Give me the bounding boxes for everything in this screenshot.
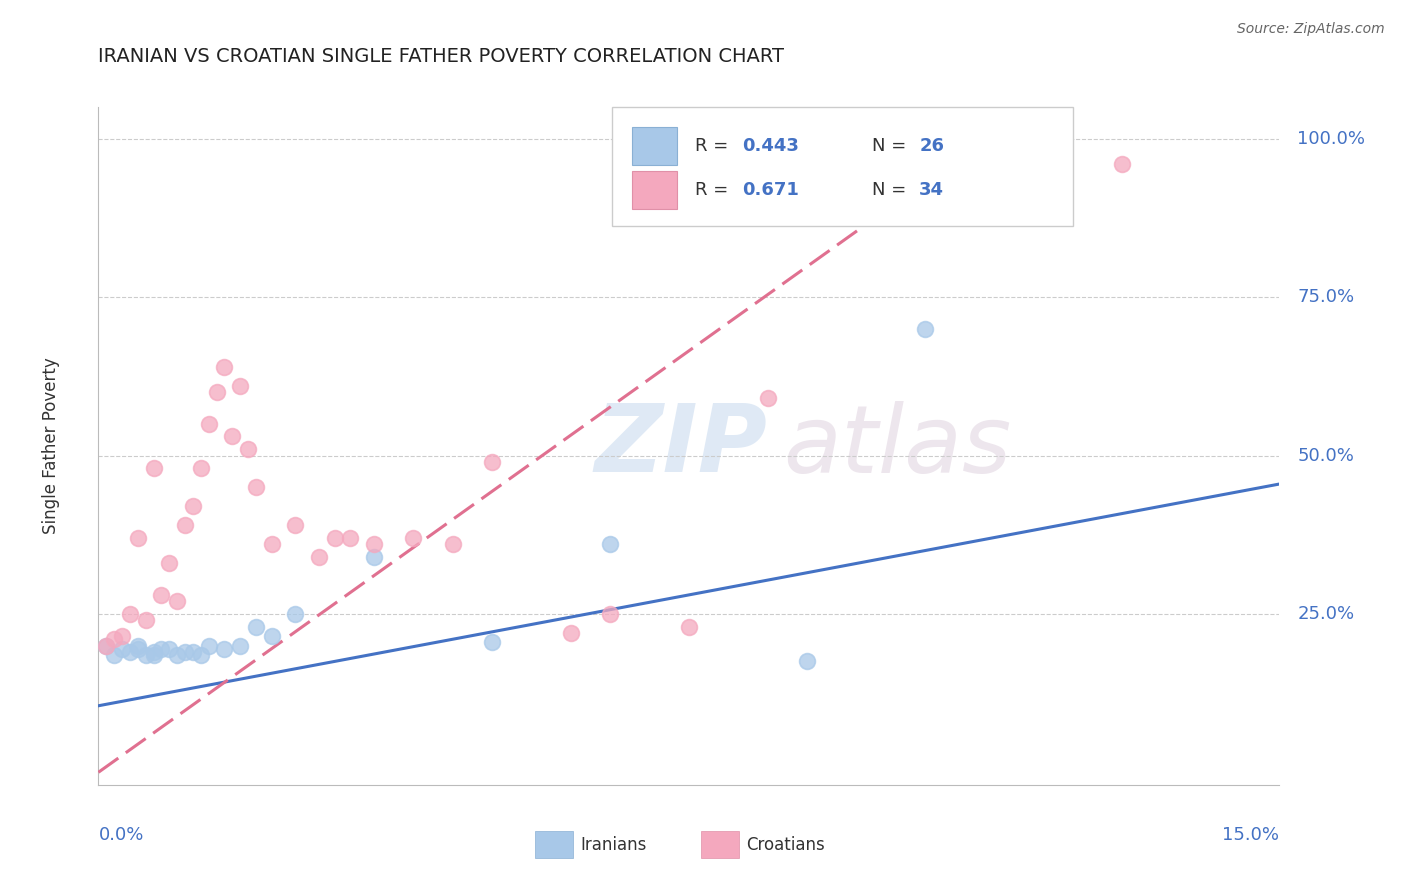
Text: N =: N = (872, 181, 912, 199)
Point (157, 641, 180, 656)
Text: 75.0%: 75.0% (1298, 288, 1354, 306)
Point (363, 549, 385, 564)
Text: 100.0%: 100.0% (1298, 129, 1365, 148)
Point (197, 639, 219, 653)
Text: R =: R = (695, 136, 734, 154)
Point (127, 639, 149, 653)
Point (174, 645, 197, 659)
Point (560, 626, 582, 640)
Point (441, 537, 464, 551)
FancyBboxPatch shape (536, 831, 574, 858)
Text: Iranians: Iranians (581, 836, 647, 854)
Point (214, 641, 236, 656)
Point (111, 629, 134, 643)
Point (142, 461, 165, 475)
Text: 50.0%: 50.0% (1298, 447, 1354, 465)
Point (236, 442, 259, 457)
Point (339, 531, 361, 545)
Text: 0.0%: 0.0% (98, 826, 143, 844)
Point (166, 594, 188, 608)
Point (197, 417, 219, 431)
Text: R =: R = (695, 181, 734, 199)
Point (103, 632, 125, 647)
Point (308, 549, 330, 564)
Text: 0.443: 0.443 (742, 136, 799, 154)
Point (229, 379, 252, 393)
Point (174, 518, 197, 533)
Text: 15.0%: 15.0% (1222, 826, 1279, 844)
Point (142, 645, 165, 659)
Point (481, 455, 503, 469)
Point (260, 537, 283, 551)
Text: atlas: atlas (783, 401, 1012, 491)
Point (190, 648, 212, 662)
Point (599, 537, 621, 551)
Point (103, 648, 125, 662)
Point (914, 322, 936, 336)
Point (245, 480, 267, 494)
Point (796, 654, 818, 668)
Text: Source: ZipAtlas.com: Source: ZipAtlas.com (1237, 22, 1385, 37)
Point (96, 639, 118, 653)
Point (363, 537, 385, 551)
Point (118, 607, 141, 621)
Point (111, 641, 134, 656)
Point (190, 461, 212, 475)
Point (1111, 157, 1133, 171)
Text: 26: 26 (920, 136, 945, 154)
Point (142, 648, 165, 662)
Point (181, 499, 204, 513)
Point (229, 639, 252, 653)
Text: IRANIAN VS CROATIAN SINGLE FATHER POVERTY CORRELATION CHART: IRANIAN VS CROATIAN SINGLE FATHER POVERT… (98, 47, 785, 66)
Text: Single Father Poverty: Single Father Poverty (42, 358, 60, 534)
Point (260, 629, 283, 643)
Point (157, 556, 180, 570)
FancyBboxPatch shape (612, 107, 1073, 226)
Point (205, 385, 228, 400)
Text: 0.671: 0.671 (742, 181, 799, 199)
Point (402, 531, 425, 545)
FancyBboxPatch shape (633, 171, 678, 209)
FancyBboxPatch shape (700, 831, 738, 858)
Point (756, 392, 779, 406)
Point (181, 645, 204, 659)
Point (118, 645, 141, 659)
Point (166, 648, 188, 662)
Point (214, 359, 236, 374)
Point (96, 639, 118, 653)
Point (678, 619, 700, 633)
Point (127, 641, 149, 656)
FancyBboxPatch shape (633, 128, 678, 165)
Point (135, 648, 157, 662)
Text: 34: 34 (920, 181, 945, 199)
Point (127, 531, 149, 545)
Point (323, 531, 346, 545)
Point (284, 607, 307, 621)
Point (135, 613, 157, 627)
Text: Croatians: Croatians (745, 836, 824, 854)
Point (245, 619, 267, 633)
Point (150, 641, 173, 656)
Point (599, 607, 621, 621)
Text: ZIP: ZIP (595, 400, 768, 492)
Point (221, 429, 243, 443)
Text: N =: N = (872, 136, 912, 154)
Point (481, 635, 503, 649)
Text: 25.0%: 25.0% (1298, 605, 1354, 623)
Point (284, 518, 307, 533)
Point (150, 588, 173, 602)
